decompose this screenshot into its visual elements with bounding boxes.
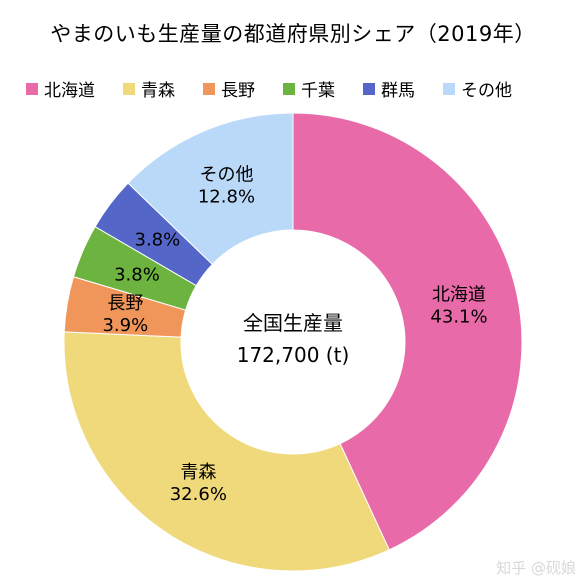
watermark: 知乎 @砚娘 bbox=[496, 559, 576, 577]
slice-label-category-other: その他 bbox=[199, 165, 253, 186]
legend-label: その他 bbox=[461, 81, 512, 101]
slice-label-category-aomori: 青森 bbox=[180, 462, 216, 483]
slice-label-value-gunma: 3.8% bbox=[135, 230, 181, 251]
legend-item-chiba: 千葉 bbox=[283, 76, 335, 101]
slice-hokkaido bbox=[292, 112, 523, 551]
legend-item-aomori: 青森 bbox=[123, 76, 175, 101]
chart-title: やまのいも生産量の都道府県別シェア（2019年） bbox=[50, 22, 536, 46]
slice-label-value-aomori: 32.6% bbox=[170, 484, 227, 505]
legend-item-gunma: 群馬 bbox=[363, 76, 415, 101]
slice-label-category-hokkaido: 北海道 bbox=[432, 284, 486, 305]
slice-aomori bbox=[63, 331, 390, 572]
legend-label: 千葉 bbox=[301, 81, 335, 101]
legend-swatch bbox=[123, 82, 135, 95]
center-label-total: 172,700 (t) bbox=[237, 343, 350, 367]
legend-swatch bbox=[443, 82, 455, 95]
legend-item-hokkaido: 北海道 bbox=[26, 76, 95, 101]
donut-slices bbox=[63, 112, 523, 572]
slice-label-value-nagano: 3.9% bbox=[102, 315, 148, 336]
legend-swatch bbox=[283, 82, 295, 95]
center-label-title: 全国生産量 bbox=[243, 311, 343, 335]
slice-label-value-other: 12.8% bbox=[198, 187, 255, 208]
legend: 北海道 青森 長野 千葉 群馬 その他 bbox=[26, 76, 566, 101]
slice-other bbox=[127, 112, 294, 266]
legend-swatch bbox=[26, 82, 38, 95]
legend-item-nagano: 長野 bbox=[203, 76, 255, 101]
slice-label-value-chiba: 3.8% bbox=[114, 264, 160, 285]
legend-label: 長野 bbox=[221, 81, 255, 101]
slice-label-category-nagano: 長野 bbox=[107, 293, 143, 314]
legend-label: 青森 bbox=[141, 81, 175, 101]
slice-label-value-hokkaido: 43.1% bbox=[430, 306, 487, 327]
legend-item-other: その他 bbox=[443, 76, 512, 101]
legend-swatch bbox=[203, 82, 215, 95]
legend-label: 群馬 bbox=[381, 81, 415, 101]
legend-swatch bbox=[363, 82, 375, 95]
legend-label: 北海道 bbox=[44, 81, 95, 101]
